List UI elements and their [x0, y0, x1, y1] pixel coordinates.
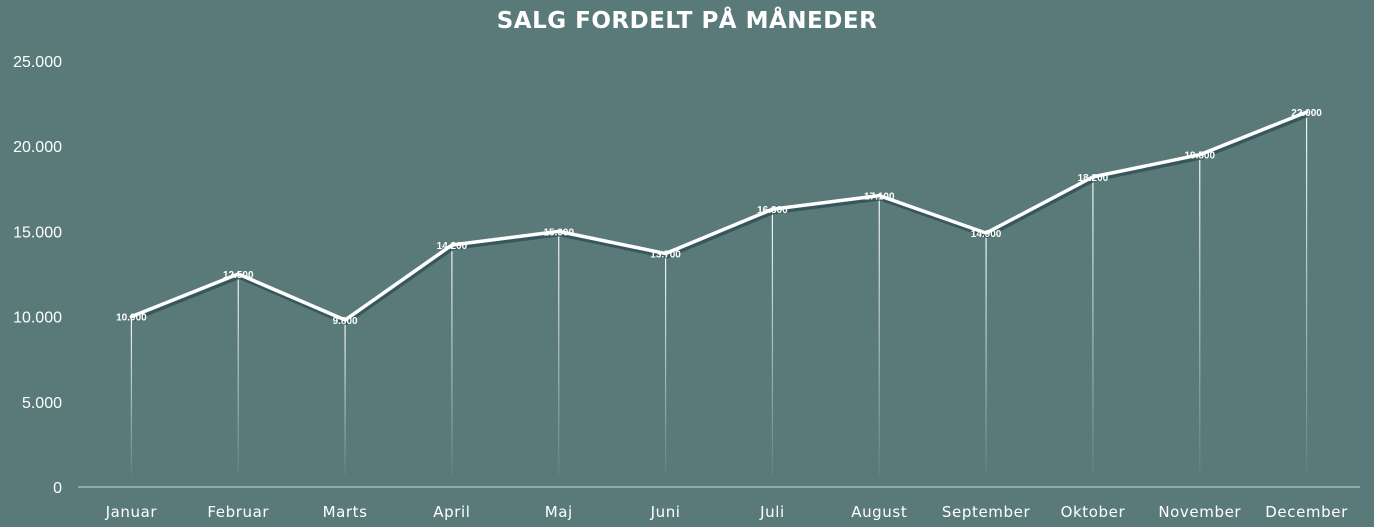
x-tick-label: Maj — [545, 503, 573, 521]
data-point — [984, 231, 988, 235]
data-label: 16.300 — [757, 205, 788, 216]
drop-line — [344, 320, 346, 475]
data-label: 10.000 — [116, 313, 147, 324]
y-tick-label: 0 — [53, 480, 62, 497]
y-tick-label: 15.000 — [13, 224, 62, 241]
data-point — [557, 229, 561, 233]
x-tick-label: Februar — [207, 503, 269, 521]
x-tick-label: Marts — [323, 503, 368, 521]
data-label: 14.900 — [971, 229, 1002, 240]
data-point — [343, 318, 347, 322]
data-point — [236, 272, 240, 276]
data-point — [1305, 110, 1309, 114]
drop-line — [237, 274, 239, 475]
drop-line — [985, 233, 987, 475]
data-point — [450, 243, 454, 247]
x-tick-label: Januar — [105, 503, 158, 521]
drop-line — [664, 253, 667, 475]
x-tick-label: September — [942, 503, 1031, 521]
series-line-shadow — [131, 113, 1309, 326]
series-line — [129, 110, 1309, 322]
x-tick-label: Juli — [759, 503, 785, 521]
data-point — [129, 315, 133, 319]
data-label: 18.200 — [1078, 173, 1109, 184]
chart-title: SALG FORDELT PÅ MÅNEDER — [496, 8, 878, 34]
data-label: 22.000 — [1291, 108, 1322, 119]
drop-line — [878, 195, 880, 475]
x-tick-label: Juni — [650, 503, 681, 521]
drop-line — [1199, 154, 1201, 475]
data-label: 15.000 — [543, 227, 574, 238]
data-label: 14.200 — [437, 241, 468, 252]
drop-line — [771, 209, 774, 476]
y-tick-label: 25.000 — [13, 54, 62, 71]
y-tick-label: 20.000 — [13, 139, 62, 156]
x-tick-label: December — [1265, 503, 1348, 521]
data-label: 12.500 — [223, 270, 254, 281]
drop-line — [1092, 176, 1094, 475]
data-point — [877, 194, 881, 198]
drop-line — [1305, 112, 1308, 476]
data-point — [664, 252, 668, 256]
drop-line — [451, 245, 453, 475]
x-tick-label: August — [851, 503, 907, 521]
drop-line — [558, 231, 560, 475]
y-tick-label: 10.000 — [13, 310, 62, 327]
data-point — [1198, 153, 1202, 157]
x-tick-label: April — [433, 503, 470, 521]
data-label: 9.800 — [333, 316, 358, 327]
y-tick-label: 5.000 — [22, 395, 62, 412]
data-point — [770, 207, 774, 211]
data-label: 13.700 — [650, 250, 681, 261]
data-point — [1091, 175, 1095, 179]
x-tick-label: November — [1158, 503, 1241, 521]
x-tick-label: Oktober — [1061, 503, 1126, 521]
data-label: 17.100 — [864, 192, 895, 203]
data-label: 19.500 — [1184, 151, 1215, 162]
drop-line — [130, 316, 133, 475]
